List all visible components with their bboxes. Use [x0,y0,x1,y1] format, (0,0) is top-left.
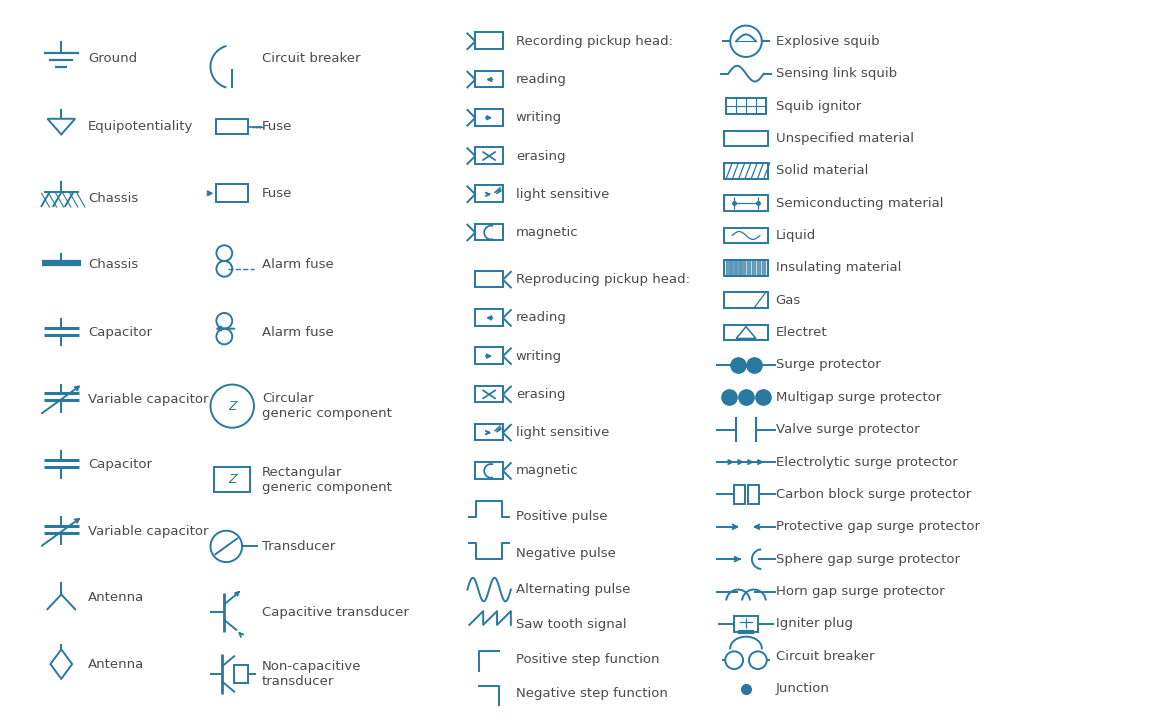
Text: Squib ignitor: Squib ignitor [776,99,861,112]
Text: writing: writing [516,349,562,362]
Text: Fuse: Fuse [262,120,292,133]
Text: Positive step function: Positive step function [516,652,659,666]
Text: Circuit breaker: Circuit breaker [262,52,361,65]
Text: Multigap surge protector: Multigap surge protector [776,391,941,404]
Text: Recording pickup head:: Recording pickup head: [516,35,672,48]
Text: Negative pulse: Negative pulse [516,547,615,560]
Text: Capacitor: Capacitor [88,458,152,471]
Text: writing: writing [516,111,562,124]
Text: light sensitive: light sensitive [516,426,609,439]
Text: Fuse: Fuse [262,187,292,200]
Text: magnetic: magnetic [516,465,578,477]
Text: Z: Z [228,399,236,413]
Text: Sensing link squib: Sensing link squib [776,67,897,80]
Text: Semiconducting material: Semiconducting material [776,196,943,210]
FancyBboxPatch shape [762,260,766,276]
Text: Alarm fuse: Alarm fuse [262,326,334,339]
Text: Unspecified material: Unspecified material [776,132,914,145]
Text: Negative step function: Negative step function [516,687,668,700]
Text: Explosive squib: Explosive squib [776,35,879,48]
Text: Equipotentiality: Equipotentiality [88,120,193,133]
Text: Ground: Ground [88,52,137,65]
Text: Transducer: Transducer [262,540,335,553]
Text: Gas: Gas [776,294,801,307]
Text: Circuit breaker: Circuit breaker [776,650,875,663]
Text: Insulating material: Insulating material [776,261,901,274]
Text: Variable capacitor: Variable capacitor [88,393,208,406]
Text: Reproducing pickup head:: Reproducing pickup head: [516,273,690,286]
Text: Alarm fuse: Alarm fuse [262,258,334,271]
Text: Valve surge protector: Valve surge protector [776,423,919,436]
Text: erasing: erasing [516,388,565,401]
Text: Rectangular
generic component: Rectangular generic component [262,465,392,494]
Text: Surge protector: Surge protector [776,358,880,371]
Text: Electret: Electret [776,326,827,339]
Text: Alternating pulse: Alternating pulse [516,583,630,596]
Text: erasing: erasing [516,149,565,162]
Text: Liquid: Liquid [776,229,816,242]
Text: reading: reading [516,311,566,324]
FancyBboxPatch shape [736,260,741,276]
Text: Z: Z [228,473,236,486]
FancyBboxPatch shape [757,260,762,276]
FancyBboxPatch shape [751,260,756,276]
Text: Horn gap surge protector: Horn gap surge protector [776,585,944,598]
Text: Igniter plug: Igniter plug [776,618,852,631]
Text: Non-capacitive
transducer: Non-capacitive transducer [262,660,362,688]
Text: Circular
generic component: Circular generic component [262,392,392,420]
Text: Carbon block surge protector: Carbon block surge protector [776,488,971,501]
Text: light sensitive: light sensitive [516,188,609,201]
FancyBboxPatch shape [726,260,730,276]
Text: Electrolytic surge protector: Electrolytic surge protector [776,455,957,468]
FancyBboxPatch shape [732,260,736,276]
Text: Capacitor: Capacitor [88,326,152,339]
Text: Capacitive transducer: Capacitive transducer [262,605,408,618]
FancyBboxPatch shape [747,260,751,276]
Text: Sphere gap surge protector: Sphere gap surge protector [776,552,959,566]
Text: Positive pulse: Positive pulse [516,510,607,523]
Text: Variable capacitor: Variable capacitor [88,525,208,538]
Text: magnetic: magnetic [516,226,578,239]
Text: Junction: Junction [776,682,829,695]
Text: reading: reading [516,73,566,86]
Text: Antenna: Antenna [88,658,144,671]
FancyBboxPatch shape [742,260,745,276]
Text: Protective gap surge protector: Protective gap surge protector [776,521,979,534]
Text: Saw tooth signal: Saw tooth signal [516,618,627,631]
Text: Chassis: Chassis [88,191,138,204]
Text: Chassis: Chassis [88,258,138,271]
Text: Antenna: Antenna [88,591,144,604]
Text: Solid material: Solid material [776,165,868,177]
